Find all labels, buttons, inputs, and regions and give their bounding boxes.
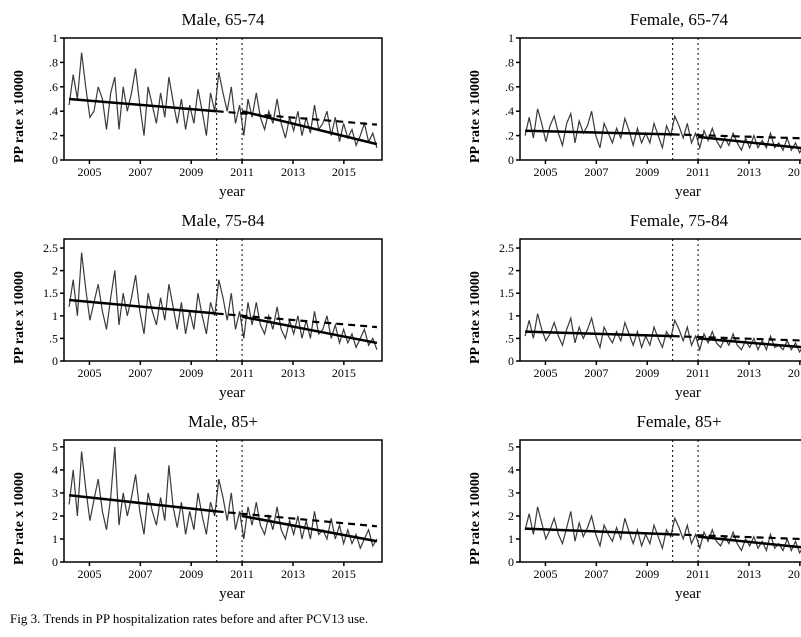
svg-text:2009: 2009 (179, 366, 203, 380)
svg-text:0: 0 (52, 153, 58, 167)
svg-text:.4: .4 (49, 104, 58, 118)
svg-text:2005: 2005 (533, 165, 557, 179)
svg-text:2011: 2011 (686, 366, 710, 380)
svg-text:2011: 2011 (686, 165, 710, 179)
svg-text:.6: .6 (49, 80, 58, 94)
panel-title: Male, 85+ (10, 412, 436, 432)
svg-text:2: 2 (508, 509, 514, 523)
svg-text:.5: .5 (49, 331, 58, 345)
chart-panel: Female, 85+ PP rate x 10000 0 1 2 3 4 5 2005 20… (466, 412, 801, 603)
chart-panel: Male, 85+ PP rate x 10000 0 1 2 3 4 5 2005 2007… (10, 412, 436, 603)
svg-text:0: 0 (508, 354, 514, 368)
svg-text:2015: 2015 (788, 165, 801, 179)
svg-text:2007: 2007 (128, 567, 152, 581)
chart-panel: Male, 65-74 PP rate x 10000 0 .2 .4 .6 .8 1 20… (10, 10, 436, 201)
x-axis-label: year (28, 184, 436, 201)
svg-text:2007: 2007 (584, 567, 608, 581)
svg-text:2015: 2015 (788, 366, 801, 380)
svg-text:0: 0 (52, 555, 58, 569)
chart-grid: Male, 65-74 PP rate x 10000 0.2.4.6.8120… (10, 10, 790, 603)
svg-text:2005: 2005 (533, 366, 557, 380)
svg-text:.8: .8 (49, 55, 58, 69)
x-axis-label: year (28, 385, 436, 402)
svg-text:0: 0 (508, 555, 514, 569)
y-axis-label: PP rate x 10000 (466, 233, 484, 402)
svg-text:2013: 2013 (281, 165, 305, 179)
svg-text:2007: 2007 (584, 366, 608, 380)
chart-panel: Female, 75-84 PP rate x 10000 0 .5 1 1.5 2 2.… (466, 211, 801, 402)
svg-text:2013: 2013 (737, 366, 761, 380)
svg-text:2009: 2009 (635, 567, 659, 581)
panel-title: Female, 65-74 (466, 10, 801, 30)
svg-text:1: 1 (508, 309, 514, 323)
svg-text:.6: .6 (505, 80, 514, 94)
svg-text:2.5: 2.5 (43, 241, 58, 255)
svg-text:3: 3 (508, 486, 514, 500)
svg-text:1: 1 (508, 32, 514, 45)
x-axis-label: year (484, 385, 801, 402)
x-axis-label: year (484, 184, 801, 201)
svg-text:2015: 2015 (332, 165, 356, 179)
svg-text:2011: 2011 (230, 567, 254, 581)
svg-text:2015: 2015 (332, 366, 356, 380)
svg-text:.4: .4 (505, 104, 514, 118)
svg-text:2007: 2007 (128, 366, 152, 380)
svg-text:2013: 2013 (281, 366, 305, 380)
svg-text:2013: 2013 (281, 567, 305, 581)
svg-text:1: 1 (508, 532, 514, 546)
svg-text:4: 4 (52, 463, 58, 477)
chart-panel: Male, 75-84 PP rate x 10000 0 .5 1 1.5 2 2.5 2… (10, 211, 436, 402)
svg-text:0: 0 (52, 354, 58, 368)
svg-text:2011: 2011 (230, 366, 254, 380)
svg-text:3: 3 (52, 486, 58, 500)
svg-text:2009: 2009 (635, 366, 659, 380)
svg-text:2011: 2011 (686, 567, 710, 581)
svg-text:2005: 2005 (533, 567, 557, 581)
svg-text:0: 0 (508, 153, 514, 167)
svg-text:.5: .5 (505, 331, 514, 345)
panel-title: Female, 85+ (466, 412, 801, 432)
chart-panel: Female, 65-74 PP rate x 10000 0 .2 .4 .6 .8 1… (466, 10, 801, 201)
y-axis-label: PP rate x 10000 (10, 233, 28, 402)
y-axis-label: PP rate x 10000 (10, 32, 28, 201)
svg-text:5: 5 (52, 440, 58, 454)
svg-text:2007: 2007 (128, 165, 152, 179)
svg-text:2015: 2015 (332, 567, 356, 581)
svg-text:2015: 2015 (788, 567, 801, 581)
svg-text:2009: 2009 (179, 165, 203, 179)
svg-text:2.5: 2.5 (499, 241, 514, 255)
svg-text:2013: 2013 (737, 165, 761, 179)
svg-text:2: 2 (52, 264, 58, 278)
svg-text:1.5: 1.5 (43, 286, 58, 300)
svg-text:2009: 2009 (179, 567, 203, 581)
panel-title: Female, 75-84 (466, 211, 801, 231)
svg-text:1: 1 (52, 532, 58, 546)
panel-title: Male, 65-74 (10, 10, 436, 30)
y-axis-label: PP rate x 10000 (466, 434, 484, 603)
svg-text:1: 1 (52, 32, 58, 45)
svg-text:2009: 2009 (635, 165, 659, 179)
svg-text:2: 2 (52, 509, 58, 523)
panel-title: Male, 75-84 (10, 211, 436, 231)
svg-text:2005: 2005 (77, 567, 101, 581)
svg-text:2005: 2005 (77, 165, 101, 179)
svg-text:2007: 2007 (584, 165, 608, 179)
svg-text:2: 2 (508, 264, 514, 278)
svg-text:5: 5 (508, 440, 514, 454)
svg-text:2005: 2005 (77, 366, 101, 380)
svg-text:.2: .2 (49, 129, 58, 143)
svg-text:1: 1 (52, 309, 58, 323)
svg-text:1.5: 1.5 (499, 286, 514, 300)
svg-text:.8: .8 (505, 55, 514, 69)
y-axis-label: PP rate x 10000 (466, 32, 484, 201)
figure-caption: Fig 3. Trends in PP hospitalization rate… (10, 611, 791, 627)
svg-text:4: 4 (508, 463, 514, 477)
y-axis-label: PP rate x 10000 (10, 434, 28, 603)
svg-text:2013: 2013 (737, 567, 761, 581)
svg-text:2011: 2011 (230, 165, 254, 179)
svg-text:.2: .2 (505, 129, 514, 143)
